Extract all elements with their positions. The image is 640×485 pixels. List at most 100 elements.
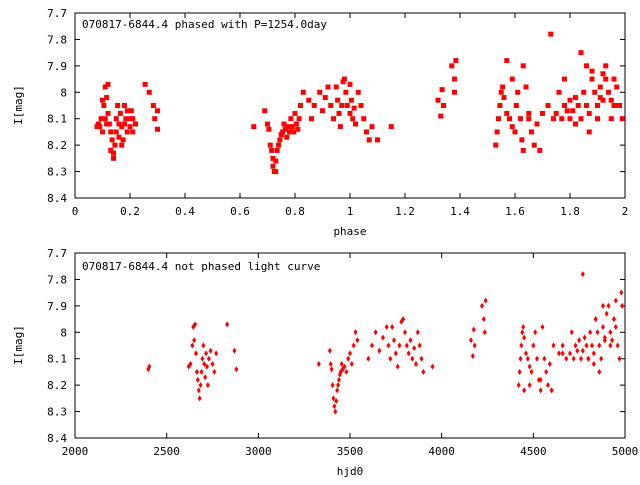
unphased-data-point: [469, 337, 473, 344]
phased-data-point: [95, 121, 101, 127]
unphased-data-point: [579, 355, 583, 362]
phased-x-tick-label: 0.2: [120, 205, 140, 218]
unphased-data-point: [386, 342, 391, 349]
phased-data-point: [285, 124, 291, 130]
unphased-data-point: [392, 337, 396, 344]
phased-data-point: [269, 147, 275, 153]
phased-data-point: [347, 110, 353, 116]
unphased-data-point: [544, 368, 549, 375]
phased-data-point: [584, 103, 589, 108]
phased-data-point: [500, 84, 506, 90]
unphased-data-point: [403, 329, 407, 336]
unphased-data-point: [336, 382, 341, 389]
unphased-x-tick-label: 2500: [153, 445, 180, 458]
unphased-data-point: [620, 302, 625, 309]
unphased-data-point: [582, 334, 587, 341]
unphased-data-point: [412, 345, 417, 352]
phased-data-point: [281, 121, 287, 127]
phased-data-point: [586, 129, 592, 135]
unphased-data-point: [195, 376, 200, 383]
phased-data-point: [617, 103, 622, 108]
unphased-data-point: [573, 342, 578, 349]
phased-x-tick-label: 0.6: [230, 205, 250, 218]
phased-data-point: [452, 89, 457, 95]
unphased-data-point: [196, 387, 201, 394]
phased-data-point: [449, 63, 455, 69]
unphased-data-point: [388, 355, 393, 362]
phased-data-point: [507, 116, 512, 122]
phased-data-point: [439, 87, 445, 93]
unphased-data-point: [147, 363, 152, 370]
phased-data-point: [311, 103, 317, 108]
phased-data-point: [570, 108, 576, 114]
phased-data-point: [267, 142, 273, 148]
phased-data-point: [348, 97, 354, 103]
phased-data-point: [353, 121, 358, 127]
phased-data-point: [498, 89, 504, 95]
unphased-data-point: [525, 355, 530, 362]
phased-data-point: [595, 116, 600, 122]
phased-data-point: [573, 95, 578, 101]
unphased-data-point: [597, 342, 602, 349]
unphased-y-axis-label: I[mag]: [12, 325, 25, 365]
unphased-data-point: [337, 376, 341, 383]
phased-data-point: [262, 108, 268, 114]
unphased-data-point: [615, 342, 620, 349]
phased-data-point: [111, 150, 116, 156]
unphased-data-point: [612, 316, 616, 323]
phased-plot-frame: [74, 12, 626, 199]
phased-data-point: [350, 116, 356, 122]
phased-x-tick-label: 1.6: [505, 205, 525, 218]
phased-data-point: [548, 31, 554, 37]
phased-data-point: [336, 110, 342, 116]
unphased-data-point: [516, 382, 521, 389]
phased-data-point: [339, 103, 345, 108]
phased-data-point: [265, 121, 270, 127]
phased-data-point: [128, 108, 134, 114]
phased-data-point: [581, 89, 587, 95]
unphased-data-point: [201, 342, 206, 349]
phased-data-point: [122, 121, 127, 127]
unphased-data-point: [608, 329, 613, 336]
unphased-x-tick-label: 3000: [245, 445, 272, 458]
phased-data-point: [270, 163, 276, 169]
phased-data-point: [155, 108, 160, 114]
phased-data-point: [512, 129, 518, 135]
phased-data-point: [105, 110, 111, 116]
phased-y-tick-label: 7.8: [47, 33, 67, 46]
phased-data-point: [142, 81, 148, 87]
phased-data-point: [328, 103, 334, 108]
unphased-data-point: [472, 342, 477, 349]
unphased-data-point: [208, 347, 213, 354]
phased-data-point: [518, 116, 523, 122]
phased-data-point: [333, 84, 339, 90]
phased-data-point: [388, 124, 394, 130]
unphased-data-point: [529, 368, 534, 375]
unphased-data-point: [205, 382, 210, 389]
unphased-data-point: [522, 387, 527, 394]
phased-data-point: [133, 121, 138, 127]
phased-data-point: [526, 116, 532, 122]
phased-data-point: [504, 58, 510, 64]
phased-data-point: [553, 110, 559, 116]
phased-data-point: [366, 137, 372, 143]
unphased-data-point: [606, 302, 611, 309]
unphased-data-point: [417, 342, 422, 349]
unphased-data-point: [608, 342, 613, 349]
unphased-y-tick-label: 8.4: [47, 432, 67, 445]
unphased-data-point: [193, 321, 198, 328]
phased-data-point: [589, 76, 595, 82]
phased-data-point: [556, 89, 562, 95]
phased-data-point: [575, 103, 581, 108]
phased-data-point: [435, 97, 441, 103]
phased-data-point: [119, 124, 125, 130]
unphased-data-point: [190, 342, 195, 349]
phased-data-point: [369, 124, 375, 130]
phased-data-point: [340, 79, 346, 85]
phased-data-point: [509, 124, 515, 130]
phased-data-point: [531, 142, 537, 148]
unphased-data-point: [601, 302, 605, 309]
phased-data-point: [608, 116, 614, 122]
unphased-data-point: [524, 350, 528, 357]
